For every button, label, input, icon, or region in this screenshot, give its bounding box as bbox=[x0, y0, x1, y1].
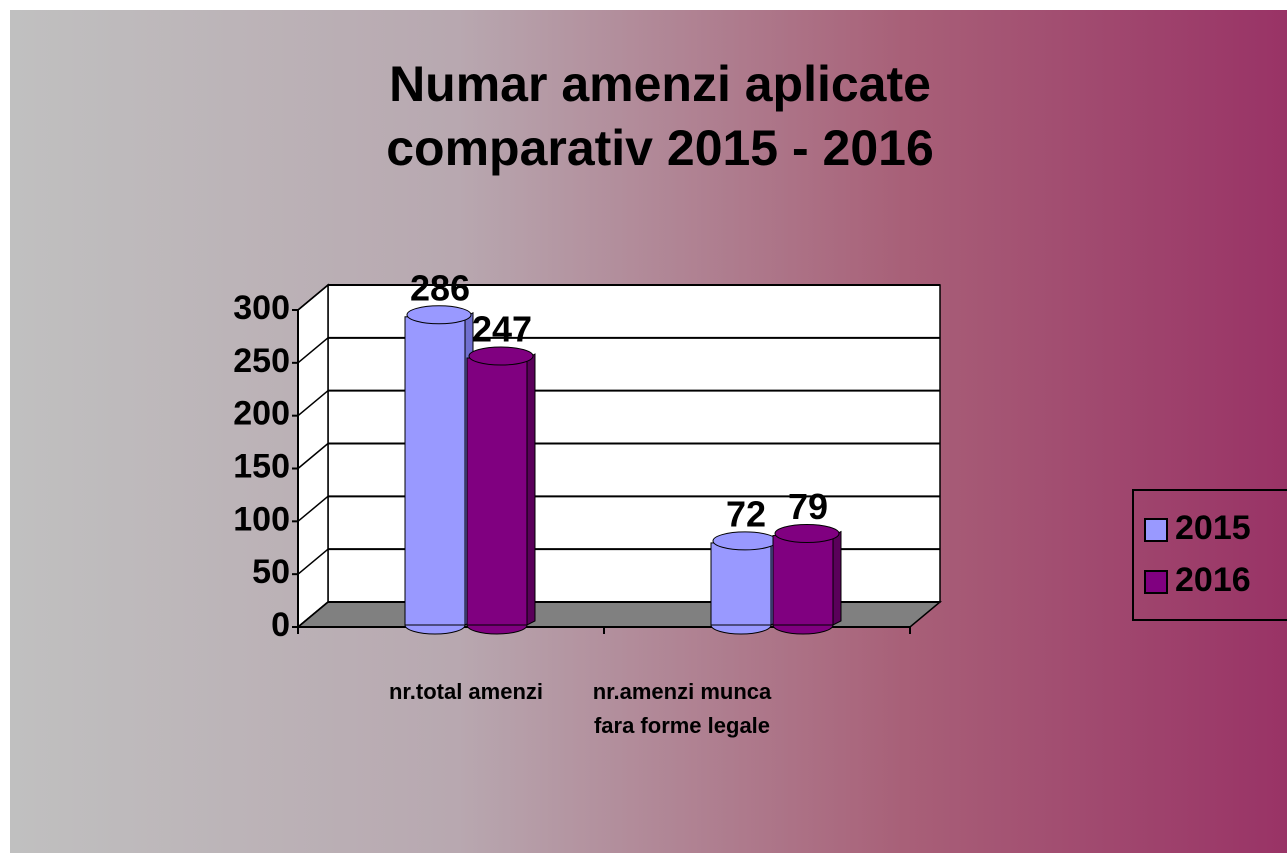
bar bbox=[772, 535, 834, 626]
bar-group bbox=[404, 305, 474, 635]
y-tick-label: 0 bbox=[271, 606, 290, 644]
bar-top bbox=[406, 305, 472, 325]
bar bbox=[404, 316, 466, 626]
legend-swatch bbox=[1144, 518, 1168, 542]
bar bbox=[710, 542, 772, 626]
value-label: 79 bbox=[788, 486, 828, 527]
bar bbox=[466, 357, 528, 626]
grid-line-side bbox=[297, 548, 329, 575]
grid-line-side bbox=[297, 601, 329, 628]
value-label: 247 bbox=[472, 309, 532, 350]
y-tick-label: 250 bbox=[233, 342, 290, 380]
legend-label: 2016 bbox=[1175, 561, 1251, 599]
bar-top bbox=[468, 346, 534, 366]
grid-line-side bbox=[297, 337, 329, 364]
grid-line-side bbox=[297, 495, 329, 522]
value-label: 286 bbox=[410, 267, 470, 308]
bar-top bbox=[774, 524, 840, 544]
bar-group bbox=[466, 346, 536, 635]
grid-line-side bbox=[297, 442, 329, 470]
y-tick-label: 100 bbox=[233, 500, 290, 538]
value-label: 72 bbox=[726, 493, 766, 534]
bar-top bbox=[712, 531, 778, 551]
bar-group bbox=[772, 524, 842, 635]
legend-swatch bbox=[1144, 570, 1168, 594]
y-tick-label: 200 bbox=[233, 395, 290, 433]
grid-line-side bbox=[297, 284, 329, 311]
bar-shadow bbox=[832, 530, 842, 626]
y-tick-label: 50 bbox=[252, 553, 290, 591]
legend-box bbox=[1132, 489, 1287, 621]
x-tick-label: nr.total amenzi bbox=[388, 679, 544, 704]
bar-group bbox=[710, 531, 780, 635]
x-tick-label: nr.amenzi munca fara forme legale bbox=[592, 679, 772, 738]
y-tick-label: 150 bbox=[233, 447, 290, 485]
grid-line-side bbox=[297, 390, 329, 417]
bar-shadow bbox=[526, 353, 536, 626]
legend-label: 2015 bbox=[1175, 509, 1251, 547]
floor bbox=[295, 601, 943, 628]
y-tick-label: 300 bbox=[233, 289, 290, 327]
chart-title: Numar amenzi aplicate comparativ 2015 - … bbox=[386, 56, 934, 176]
